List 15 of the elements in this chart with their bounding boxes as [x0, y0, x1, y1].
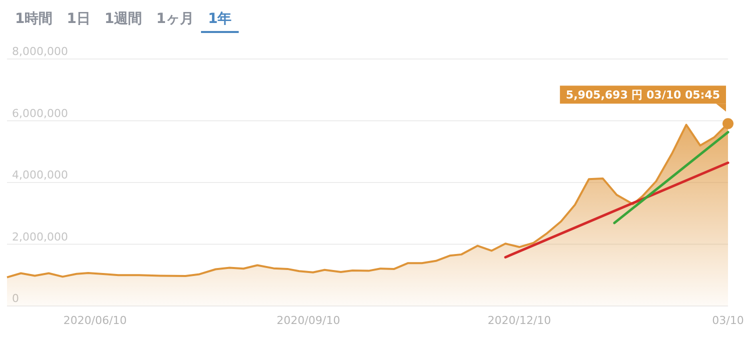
text: 1時間	[15, 11, 53, 27]
y-tick-label: 8,000,000	[12, 45, 68, 58]
text: 1日	[66, 11, 90, 27]
text: 1ヶ月	[156, 11, 194, 27]
y-tick-label: 2,000,000	[12, 230, 68, 244]
y-tick-label: 6,000,000	[12, 106, 68, 120]
x-tick-label: 2020/12/10	[488, 314, 552, 327]
annotation: 5,905,693 円 03/10 05:45	[566, 88, 720, 102]
y-tick-label: 4,000,000	[12, 168, 68, 182]
x-tick-label: 03/10	[712, 314, 744, 327]
text: 1週間	[104, 11, 142, 27]
y-tick-label: 0	[12, 292, 19, 305]
text: 1年	[208, 11, 232, 27]
x-tick-label: 2020/09/10	[276, 314, 340, 327]
x-tick-label: 2020/06/10	[63, 314, 127, 327]
